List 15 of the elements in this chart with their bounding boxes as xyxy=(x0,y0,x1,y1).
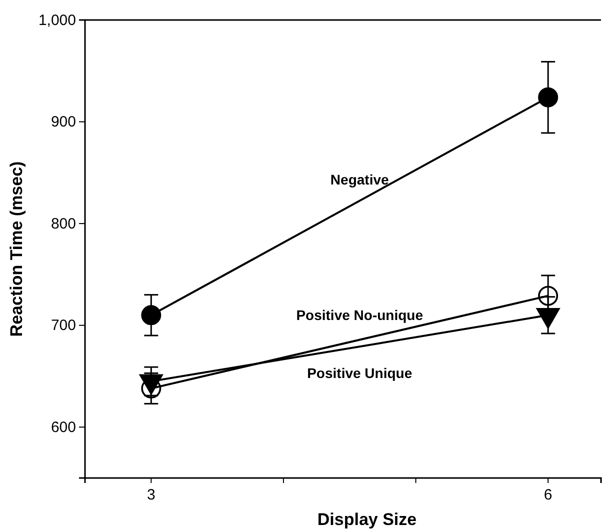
y-tick-label: 900 xyxy=(50,114,76,131)
x-axis-title: Display Size xyxy=(317,510,417,529)
y-tick-label: 800 xyxy=(50,215,76,232)
point xyxy=(141,305,162,326)
x-tick-label: 6 xyxy=(544,486,552,504)
point xyxy=(538,286,558,306)
series-label: Positive Unique xyxy=(307,365,412,382)
point xyxy=(538,87,558,108)
y-tick-label: 1,000 xyxy=(38,12,76,29)
y-tick-label: 700 xyxy=(50,317,76,334)
y-tick-label: 600 xyxy=(50,418,76,436)
x-tick-label: 3 xyxy=(146,486,156,504)
y-axis-title: Reaction Time (msec) xyxy=(7,161,26,337)
series-label: Negative xyxy=(330,171,390,188)
series-label: Positive No-unique xyxy=(296,307,424,324)
